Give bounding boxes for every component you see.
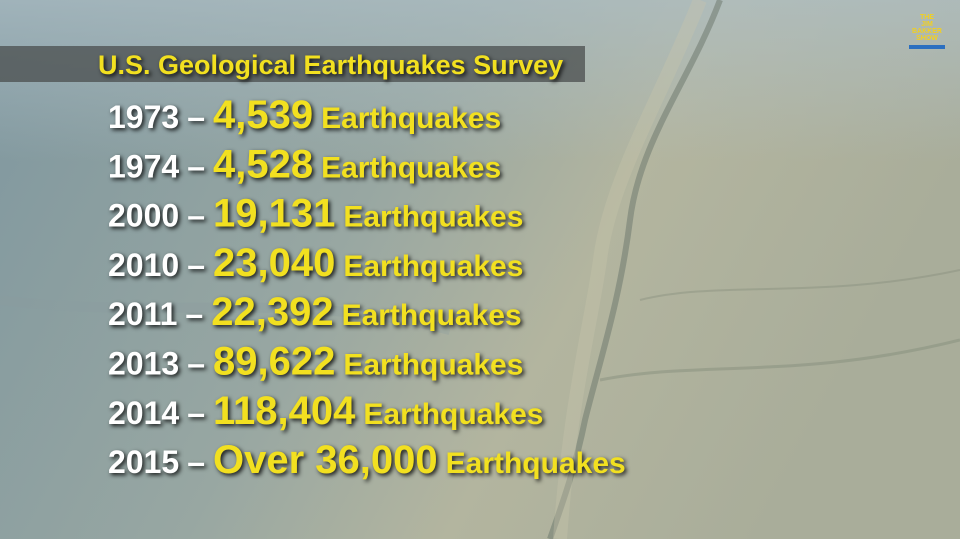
title: U.S. Geological Earthquakes Survey — [98, 50, 563, 80]
dash: – — [187, 395, 205, 431]
unit: Earthquakes — [342, 299, 522, 332]
unit: Earthquakes — [343, 201, 523, 234]
dash: – — [187, 247, 205, 283]
logo-text: SHOW — [916, 35, 938, 42]
dash: – — [187, 198, 205, 234]
year: 2013 — [108, 346, 179, 382]
unit: Earthquakes — [321, 151, 501, 184]
count: 89,622 — [213, 340, 335, 384]
count: 22,392 — [211, 290, 333, 334]
unit: Earthquakes — [343, 349, 523, 382]
row: 2014–118,404 Earthquakes — [108, 389, 543, 433]
count: 23,040 — [213, 241, 335, 285]
year: 2011 — [108, 296, 177, 332]
dash: – — [187, 99, 205, 135]
logo-text: BAKKER — [912, 28, 942, 35]
unit: Earthquakes — [363, 398, 543, 431]
year: 1974 — [108, 148, 179, 184]
row: 2010–23,040 Earthquakes — [108, 241, 523, 285]
row: 2015– Over 36,000 Earthquakes — [108, 438, 626, 482]
unit: Earthquakes — [446, 447, 626, 480]
logo-text: THE — [920, 14, 934, 21]
logo-bar — [909, 45, 945, 49]
dash: – — [187, 346, 205, 382]
count: Over 36,000 — [213, 438, 438, 482]
count: 4,539 — [213, 93, 313, 137]
count: 19,131 — [213, 192, 335, 236]
unit: Earthquakes — [321, 102, 501, 135]
count: 118,404 — [213, 389, 356, 433]
row: 1973–4,539 Earthquakes — [108, 93, 501, 137]
row: 1974–4,528 Earthquakes — [108, 142, 501, 186]
count: 4,528 — [213, 142, 313, 186]
dash: – — [185, 296, 203, 332]
row: 2011–22,392 Earthquakes — [108, 290, 522, 334]
row: 2013–89,622 Earthquakes — [108, 340, 523, 384]
year: 2014 — [108, 395, 179, 431]
unit: Earthquakes — [343, 250, 523, 283]
logo-text: JIM — [921, 21, 933, 28]
year: 2000 — [108, 198, 179, 234]
dash: – — [187, 148, 205, 184]
row: 2000–19,131 Earthquakes — [108, 192, 523, 236]
year: 2010 — [108, 247, 179, 283]
title-bar — [0, 46, 585, 82]
year: 2015 — [108, 444, 179, 480]
dash: – — [187, 444, 205, 480]
year: 1973 — [108, 99, 179, 135]
